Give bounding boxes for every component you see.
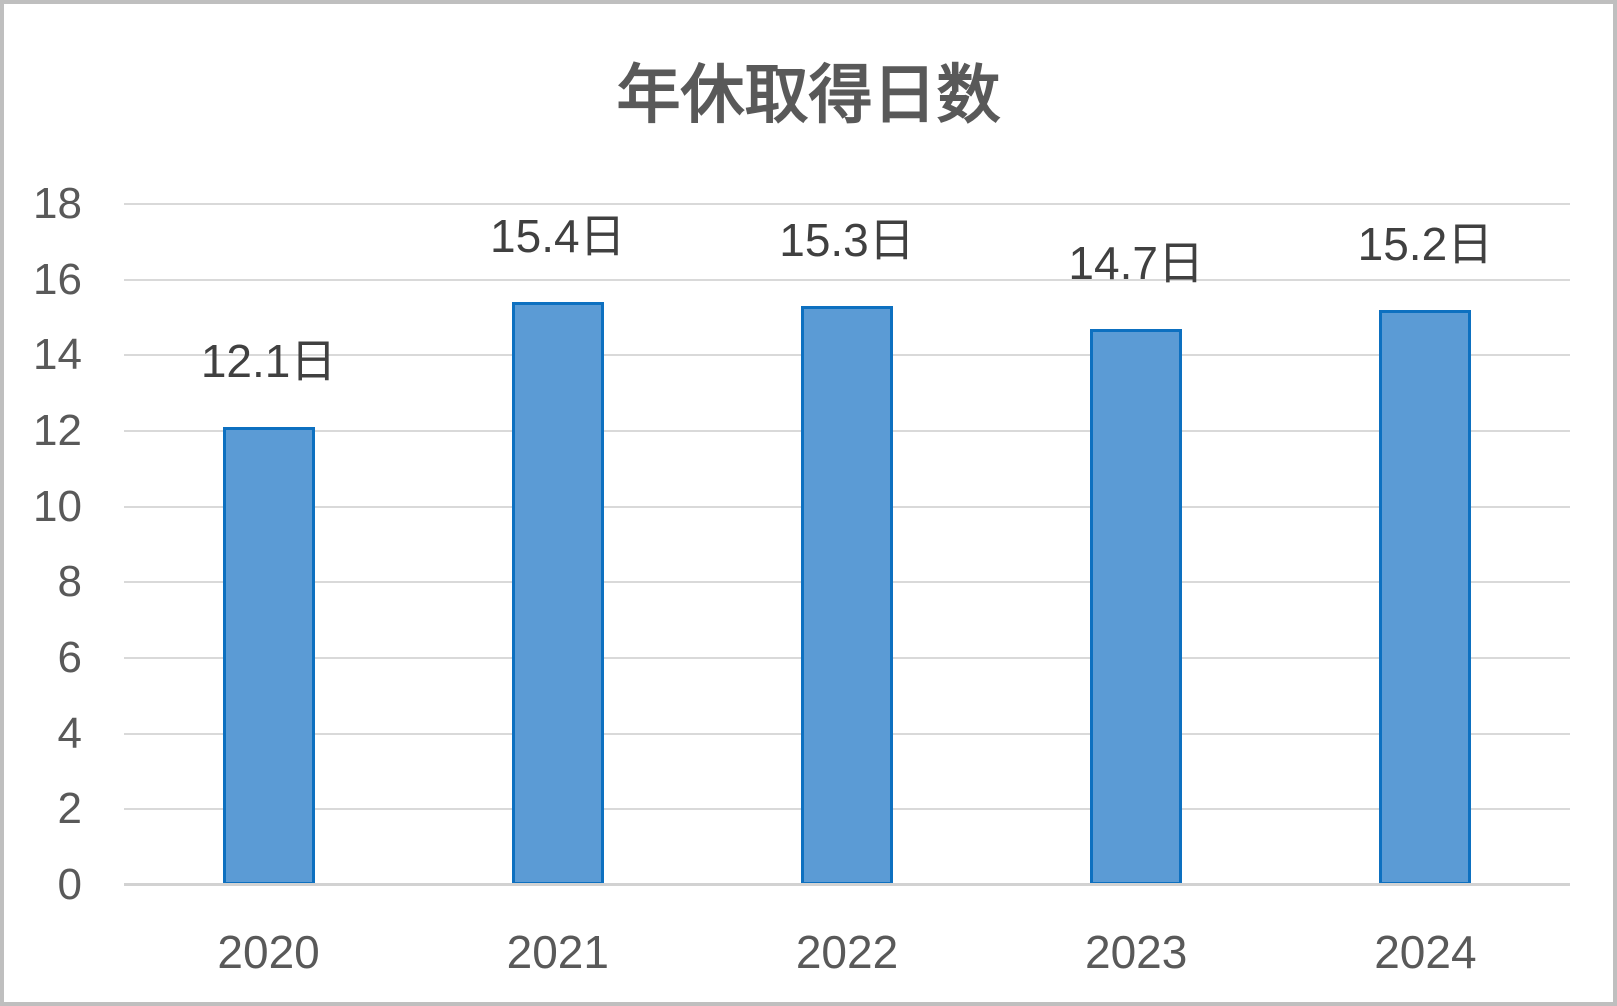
y-gridline xyxy=(124,278,1570,281)
x-axis-line xyxy=(124,883,1570,886)
data-label-2021: 15.4日 xyxy=(490,210,626,263)
y-axis-tick-label: 4 xyxy=(57,708,82,758)
y-axis-tick-label: 0 xyxy=(57,860,82,909)
bar-2023 xyxy=(1090,328,1183,885)
y-axis-tick-label: 18 xyxy=(33,179,82,228)
bar-2021 xyxy=(511,302,604,885)
y-axis-tick-label: 16 xyxy=(33,254,82,304)
bar-2022 xyxy=(801,306,893,885)
data-label-2023: 14.7日 xyxy=(1068,236,1204,289)
data-label-2020: 12.1日 xyxy=(200,335,337,388)
x-axis-tick-label-2021: 2021 xyxy=(506,926,609,978)
y-axis-tick-label: 14 xyxy=(33,330,82,380)
x-axis-tick-label-2022: 2022 xyxy=(795,926,899,978)
x-axis-tick-label-2020: 2020 xyxy=(217,926,320,978)
x-axis-tick-label-2024: 2024 xyxy=(1374,926,1477,978)
y-gridline xyxy=(124,203,1570,205)
chart-title: 年休取得日数 xyxy=(616,59,1001,131)
y-axis-tick-label: 10 xyxy=(33,481,82,531)
y-axis-tick-label: 2 xyxy=(57,784,82,834)
y-axis-tick-label: 8 xyxy=(57,557,82,607)
bar-2024 xyxy=(1379,309,1472,885)
y-axis-tick-label: 12 xyxy=(33,406,82,455)
bar-2020 xyxy=(222,427,315,885)
x-axis-tick-label-2023: 2023 xyxy=(1085,926,1188,978)
data-label-2024: 15.2日 xyxy=(1357,217,1494,270)
data-label-2022: 15.3日 xyxy=(779,214,915,267)
y-axis-tick-label: 6 xyxy=(57,633,82,682)
